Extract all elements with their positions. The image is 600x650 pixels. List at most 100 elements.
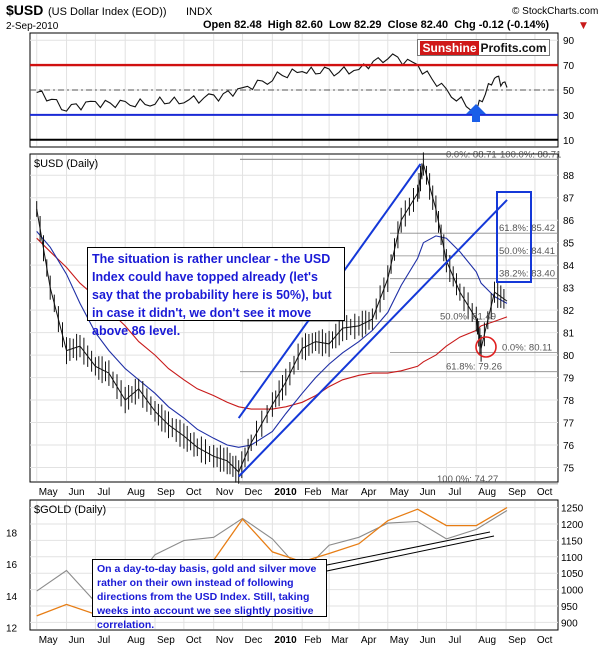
- rsi-tick-label: 10: [563, 136, 575, 147]
- rsi-tick-label: 50: [563, 86, 575, 97]
- x-tick-label: Jun: [69, 487, 85, 498]
- fib-level-label: 0.0%: 88.71: [446, 149, 497, 160]
- sunshine-profits-logo: Sunshine Profits.com: [417, 39, 550, 56]
- price-tick-label: 81: [563, 329, 575, 340]
- x-tick-label: Mar: [331, 487, 349, 498]
- gold-tick-labels: 900 950 1000 1050 1100 1150 1200 1250: [561, 504, 584, 630]
- x-tick-label: Mar: [331, 635, 349, 646]
- price-tick-label: 77: [563, 419, 575, 430]
- x-tick-label: Aug: [127, 487, 145, 498]
- fib-level-label: 100.0%: 88.71: [500, 149, 561, 160]
- fib-level-label: 0.0%: 80.11: [502, 343, 552, 354]
- price-tick-label: 78: [563, 396, 575, 407]
- x-tick-label: Sep: [508, 487, 526, 498]
- x-tick-label: Dec: [245, 635, 263, 646]
- logo-part-profits: Profits.com: [480, 41, 547, 55]
- x-tick-label: Sep: [157, 487, 175, 498]
- x-tick-label: Jul: [97, 487, 110, 498]
- x-tick-label: Aug: [478, 635, 496, 646]
- silver-tick-label: 18: [6, 529, 18, 540]
- x-tick-label: Jun: [420, 487, 436, 498]
- x-tick-label: Nov: [216, 635, 234, 646]
- copyright: © StockCharts.com: [512, 6, 598, 17]
- x-tick-label: 2010: [274, 635, 297, 646]
- chart-symbol: $USD: [6, 2, 43, 18]
- price-tick-labels: 75 76 77 78 79 80 81 82 83 84 85 86 87 88: [563, 171, 575, 474]
- x-tick-label: Feb: [304, 487, 322, 498]
- x-tick-label: Dec: [245, 487, 263, 498]
- rsi-tick-label: 70: [563, 61, 575, 72]
- price-tick-label: 76: [563, 441, 575, 452]
- ohlc-readout: Open 82.48 High 82.60 Low 82.29 Close 82…: [203, 19, 549, 31]
- gold-tick-label: 1000: [561, 586, 584, 597]
- channel-lower-line: [237, 199, 508, 478]
- x-tick-label: Jul: [448, 487, 461, 498]
- x-tick-label: May: [39, 487, 58, 498]
- chart-exchange: INDX: [186, 6, 213, 18]
- price-panel-label: $USD (Daily): [34, 158, 98, 170]
- low-circle: [475, 336, 497, 358]
- gold-tick-label: 900: [561, 618, 578, 629]
- fib-level-label: 61.8%: 85.42: [499, 223, 555, 234]
- x-tick-label: Oct: [537, 635, 553, 646]
- usd-annotation: The situation is rather unclear - the US…: [87, 247, 345, 338]
- correlation-pointer-2: [321, 535, 495, 573]
- gold-panel-label: $GOLD (Daily): [34, 504, 106, 516]
- x-tick-label: Oct: [537, 487, 553, 498]
- x-tick-label: Jul: [448, 635, 461, 646]
- x-tick-label: 2010: [274, 487, 297, 498]
- x-tick-label: Nov: [216, 487, 234, 498]
- gold-tick-label: 1250: [561, 504, 584, 515]
- x-tick-label: Feb: [304, 635, 322, 646]
- fib-level-label: 38.2%: 83.40: [499, 269, 555, 280]
- x-tick-label: Jul: [97, 635, 110, 646]
- price-tick-label: 79: [563, 374, 575, 385]
- price-tick-label: 84: [563, 261, 575, 272]
- up-arrow-icon: [466, 104, 486, 122]
- fib-level-label: 61.8%: 79.26: [446, 362, 502, 373]
- x-tick-label: Sep: [157, 635, 175, 646]
- fib-level-label: 50.0%: 84.41: [499, 246, 555, 257]
- logo-part-sunshine: Sunshine: [420, 41, 479, 55]
- gold-tick-label: 1100: [561, 553, 583, 564]
- price-tick-label: 86: [563, 216, 575, 227]
- target-box: [496, 191, 532, 283]
- x-tick-label: Sep: [508, 635, 526, 646]
- silver-tick-label: 12: [6, 623, 18, 634]
- x-tick-label: May: [390, 635, 409, 646]
- gold-x-labels: May Jun Jul Aug Sep Oct Nov Dec 2010 Feb Mar Apr May…: [39, 635, 553, 646]
- price-x-labels: May Jun Jul Aug Sep Oct Nov Dec 2010 Feb Mar Apr May…: [39, 487, 553, 498]
- rsi-tick-label: 90: [563, 36, 575, 47]
- price-tick-label: 80: [563, 351, 575, 362]
- x-tick-label: Jun: [420, 635, 436, 646]
- x-tick-label: Oct: [186, 487, 202, 498]
- silver-tick-label: 16: [6, 560, 18, 571]
- price-tick-label: 87: [563, 194, 575, 205]
- x-tick-label: Jun: [69, 635, 85, 646]
- silver-tick-label: 14: [6, 592, 18, 603]
- usd-price-bars: [36, 152, 505, 484]
- rsi-tick-label: 30: [563, 111, 575, 122]
- price-tick-label: 85: [563, 239, 575, 250]
- x-tick-label: Apr: [361, 487, 377, 498]
- price-tick-label: 83: [563, 284, 575, 295]
- down-marker: ▼: [580, 21, 587, 31]
- x-tick-label: Aug: [478, 487, 496, 498]
- gold-tick-label: 1200: [561, 520, 584, 531]
- x-tick-label: Apr: [361, 635, 377, 646]
- fib-level-label: 100.0%: 74.27: [437, 474, 498, 485]
- x-tick-label: Oct: [186, 635, 202, 646]
- price-tick-label: 75: [563, 464, 575, 475]
- correlation-pointer-1: [321, 531, 491, 567]
- gold-annotation: On a day-to-day basis, gold and silver m…: [92, 559, 327, 631]
- fib-level-label: 50.0%: 81.49: [440, 312, 496, 323]
- fibonacci-labels: 0.0%: 88.71 100.0%: 88.71 61.8%: 85.42 50.0…: [437, 149, 561, 485]
- gold-tick-label: 1150: [561, 536, 583, 547]
- price-tick-label: 82: [563, 306, 575, 317]
- x-tick-label: Aug: [127, 635, 145, 646]
- rsi-series-line: [36, 53, 508, 114]
- silver-tick-labels: 12 14 16 18: [6, 529, 18, 635]
- chart-date: 2-Sep-2010: [6, 21, 59, 32]
- ma50-line: [36, 231, 508, 448]
